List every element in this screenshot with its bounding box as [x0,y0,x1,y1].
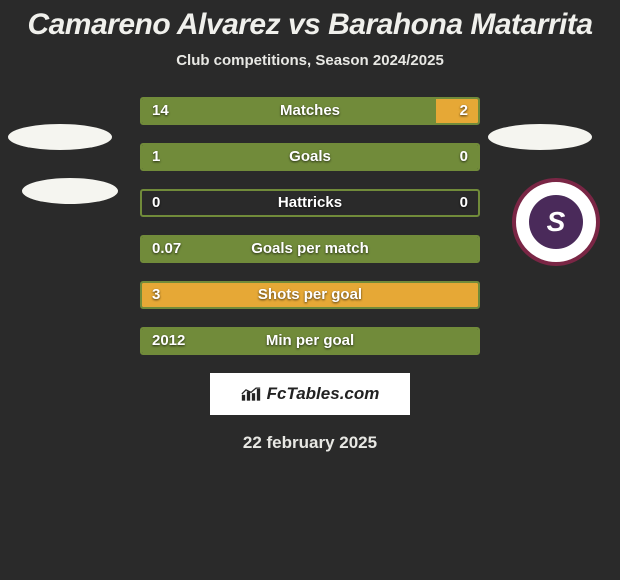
stat-row: Min per goal2012 [140,327,480,355]
stat-label: Matches [142,99,478,123]
stat-label: Hattricks [142,191,478,215]
stat-row: Matches14 2 [140,97,480,125]
stat-row: Hattricks0 0 [140,189,480,217]
fctables-badge: FcTables.com [210,373,410,415]
stat-label: Goals per match [142,237,478,261]
subtitle: Club competitions, Season 2024/2025 [0,52,620,69]
fctables-label: FcTables.com [267,384,380,404]
stat-label: Shots per goal [142,283,478,307]
placeholder-oval [488,124,592,150]
club-badge: S [512,178,600,266]
stat-label: Goals [142,145,478,169]
stat-value-left: 1 [152,145,160,169]
stat-label: Min per goal [142,329,478,353]
stat-value-left: 0 [152,191,160,215]
stat-value-left: 3 [152,283,160,307]
stat-value-left: 14 [152,99,169,123]
page-title: Camareno Alvarez vs Barahona Matarrita [0,0,620,42]
stat-row: Goals1 0 [140,143,480,171]
stat-value-right: 0 [460,191,468,215]
stat-value-right: 2 [460,99,468,123]
stat-row: Shots per goal3 [140,281,480,309]
placeholder-oval [22,178,118,204]
stat-value-right: 0 [460,145,468,169]
chart-icon [241,386,261,402]
club-badge-letter: S [529,195,583,249]
stat-value-left: 2012 [152,329,185,353]
date-text: 22 february 2025 [0,433,620,453]
stat-value-left: 0.07 [152,237,181,261]
placeholder-oval [8,124,112,150]
stat-bars: Matches142Goals10Hattricks00Goals per ma… [140,97,480,355]
stat-row: Goals per match0.07 [140,235,480,263]
